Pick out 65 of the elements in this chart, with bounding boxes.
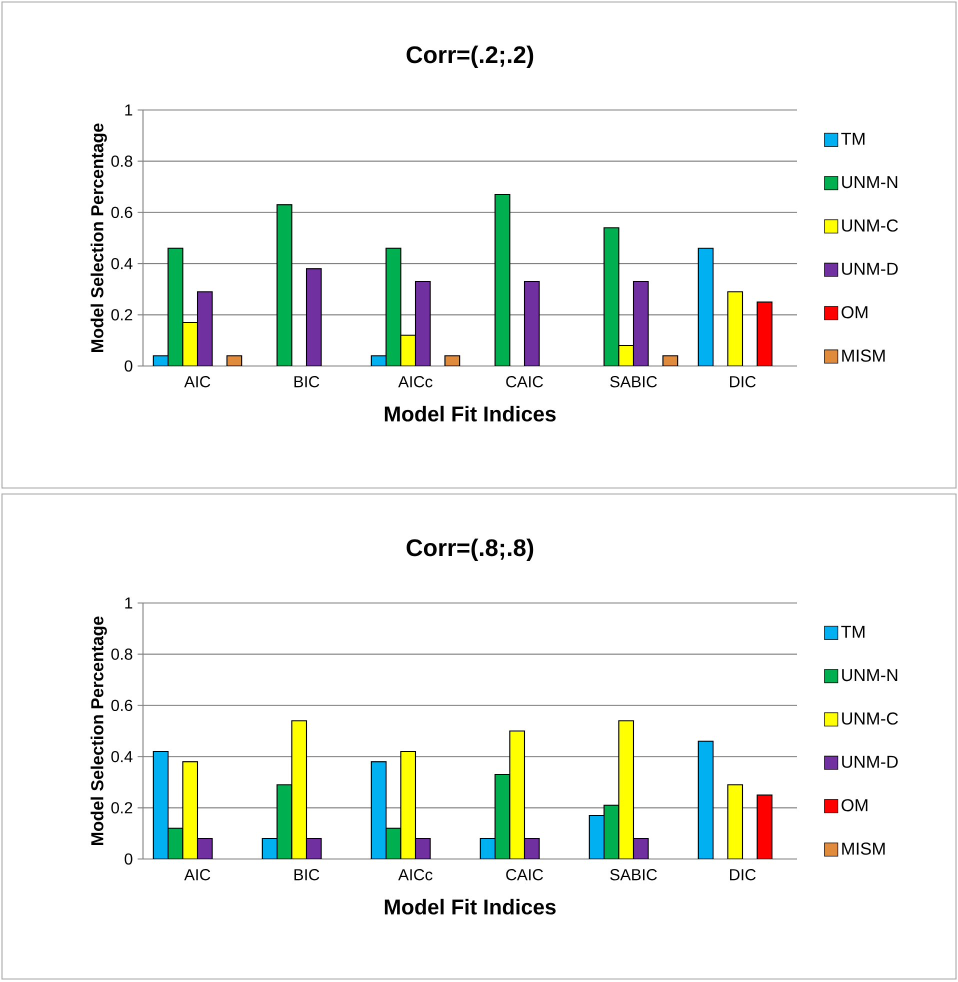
x-tick-label: AIC bbox=[184, 376, 210, 388]
bar bbox=[182, 761, 198, 859]
bar bbox=[698, 248, 714, 366]
bar bbox=[306, 268, 322, 366]
bar bbox=[291, 720, 308, 859]
bar bbox=[494, 194, 510, 366]
legend-label: TM bbox=[841, 626, 864, 638]
legend-label: OM bbox=[842, 799, 868, 812]
x-tick-label: AICc bbox=[398, 376, 432, 388]
bar bbox=[618, 720, 634, 859]
legend-label: UNM-C bbox=[842, 219, 898, 232]
y-tick-label: 0.2 bbox=[111, 309, 132, 320]
bar bbox=[400, 750, 416, 859]
bar bbox=[152, 750, 169, 859]
y-tick-label: 0.6 bbox=[111, 206, 132, 218]
bar bbox=[524, 280, 540, 366]
y-tick-label: 0 bbox=[124, 360, 132, 372]
chart-title: Corr=(.2;.2) bbox=[406, 46, 534, 68]
y-tick-label: 0.4 bbox=[111, 258, 132, 270]
y-axis-title: Model Selection Percentage bbox=[90, 616, 107, 845]
x-tick-label: AIC bbox=[184, 869, 210, 880]
y-tick-label: 0 bbox=[124, 853, 132, 865]
x-axis-title: Model Fit Indices bbox=[384, 406, 556, 422]
x-tick-label: CAIC bbox=[506, 376, 543, 388]
bar bbox=[509, 730, 526, 859]
x-tick-label: SABIC bbox=[610, 376, 657, 388]
bar bbox=[182, 322, 198, 366]
legend-label: UNM-C bbox=[842, 712, 898, 725]
bar bbox=[168, 248, 184, 366]
y-axis-title: Model Selection Percentage bbox=[90, 123, 107, 352]
x-axis-title: Model Fit Indices bbox=[384, 898, 556, 915]
legend-label: UNM-N bbox=[842, 669, 898, 682]
x-tick-label: SABIC bbox=[610, 869, 657, 880]
y-tick-label: 0.8 bbox=[111, 156, 132, 167]
y-tick-label: 1 bbox=[125, 598, 132, 608]
bar bbox=[226, 355, 242, 366]
bar bbox=[662, 355, 678, 366]
y-tick-label: 0.2 bbox=[111, 802, 132, 814]
bar bbox=[444, 355, 460, 366]
y-tick-label: 0.8 bbox=[111, 648, 132, 660]
legend-label: UNM-D bbox=[842, 756, 898, 768]
bar bbox=[370, 761, 387, 859]
y-tick-label: 0.6 bbox=[111, 700, 132, 712]
bar bbox=[588, 814, 605, 859]
x-tick-label: BIC bbox=[294, 376, 320, 388]
x-tick-label: DIC bbox=[730, 869, 756, 880]
x-tick-label: CAIC bbox=[506, 869, 543, 880]
legend-label: MISM bbox=[842, 350, 885, 362]
y-tick-label: 0.4 bbox=[111, 750, 132, 762]
bar bbox=[386, 248, 402, 366]
bar bbox=[727, 784, 744, 859]
bar bbox=[698, 740, 714, 859]
bar bbox=[604, 227, 620, 366]
bar bbox=[727, 291, 744, 366]
chart-title: Corr=(.8;.8) bbox=[406, 538, 534, 561]
x-tick-label: AICc bbox=[398, 869, 432, 880]
legend-label: UNM-N bbox=[842, 176, 898, 188]
legend-label: MISM bbox=[842, 842, 885, 855]
y-tick-label: 1 bbox=[125, 104, 132, 116]
x-tick-label: DIC bbox=[730, 376, 756, 388]
legend-label: UNM-D bbox=[842, 262, 898, 275]
legend-label: OM bbox=[842, 306, 868, 318]
legend-label: TM bbox=[841, 132, 864, 145]
bar bbox=[276, 204, 292, 366]
x-tick-label: BIC bbox=[294, 869, 320, 880]
